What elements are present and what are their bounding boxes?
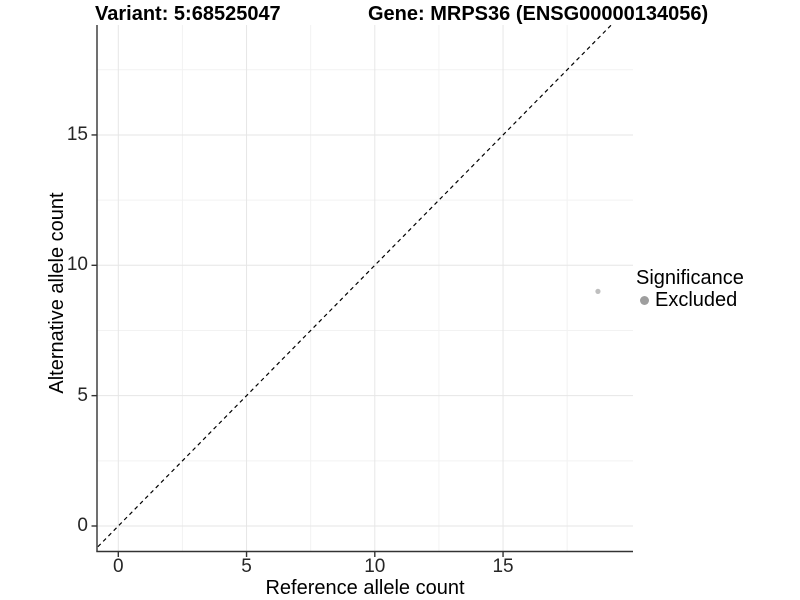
x-axis-title: Reference allele count — [265, 577, 465, 599]
x-tick-label: 10 — [364, 556, 386, 577]
x-tick-label: 15 — [492, 556, 514, 577]
y-tick-label: 0 — [77, 515, 88, 536]
plot-title-gene: Gene: MRPS36 (ENSG00000134056) — [368, 3, 709, 25]
legend-key-dot-icon — [640, 296, 649, 305]
x-tick-label: 0 — [113, 556, 124, 577]
plot-title-variant: Variant: 5:68525047 — [95, 3, 281, 25]
identity-reference-line — [97, 25, 613, 549]
data-point — [595, 288, 601, 294]
legend-entry-label: Excluded — [655, 289, 738, 311]
x-tick-label: 5 — [241, 556, 252, 577]
y-tick-label: 5 — [77, 384, 88, 406]
y-tick-label: 15 — [66, 123, 88, 145]
legend-title: Significance — [636, 267, 744, 289]
y-tick-label: 10 — [66, 254, 88, 276]
legend-entry-excluded: Excluded — [640, 289, 737, 312]
